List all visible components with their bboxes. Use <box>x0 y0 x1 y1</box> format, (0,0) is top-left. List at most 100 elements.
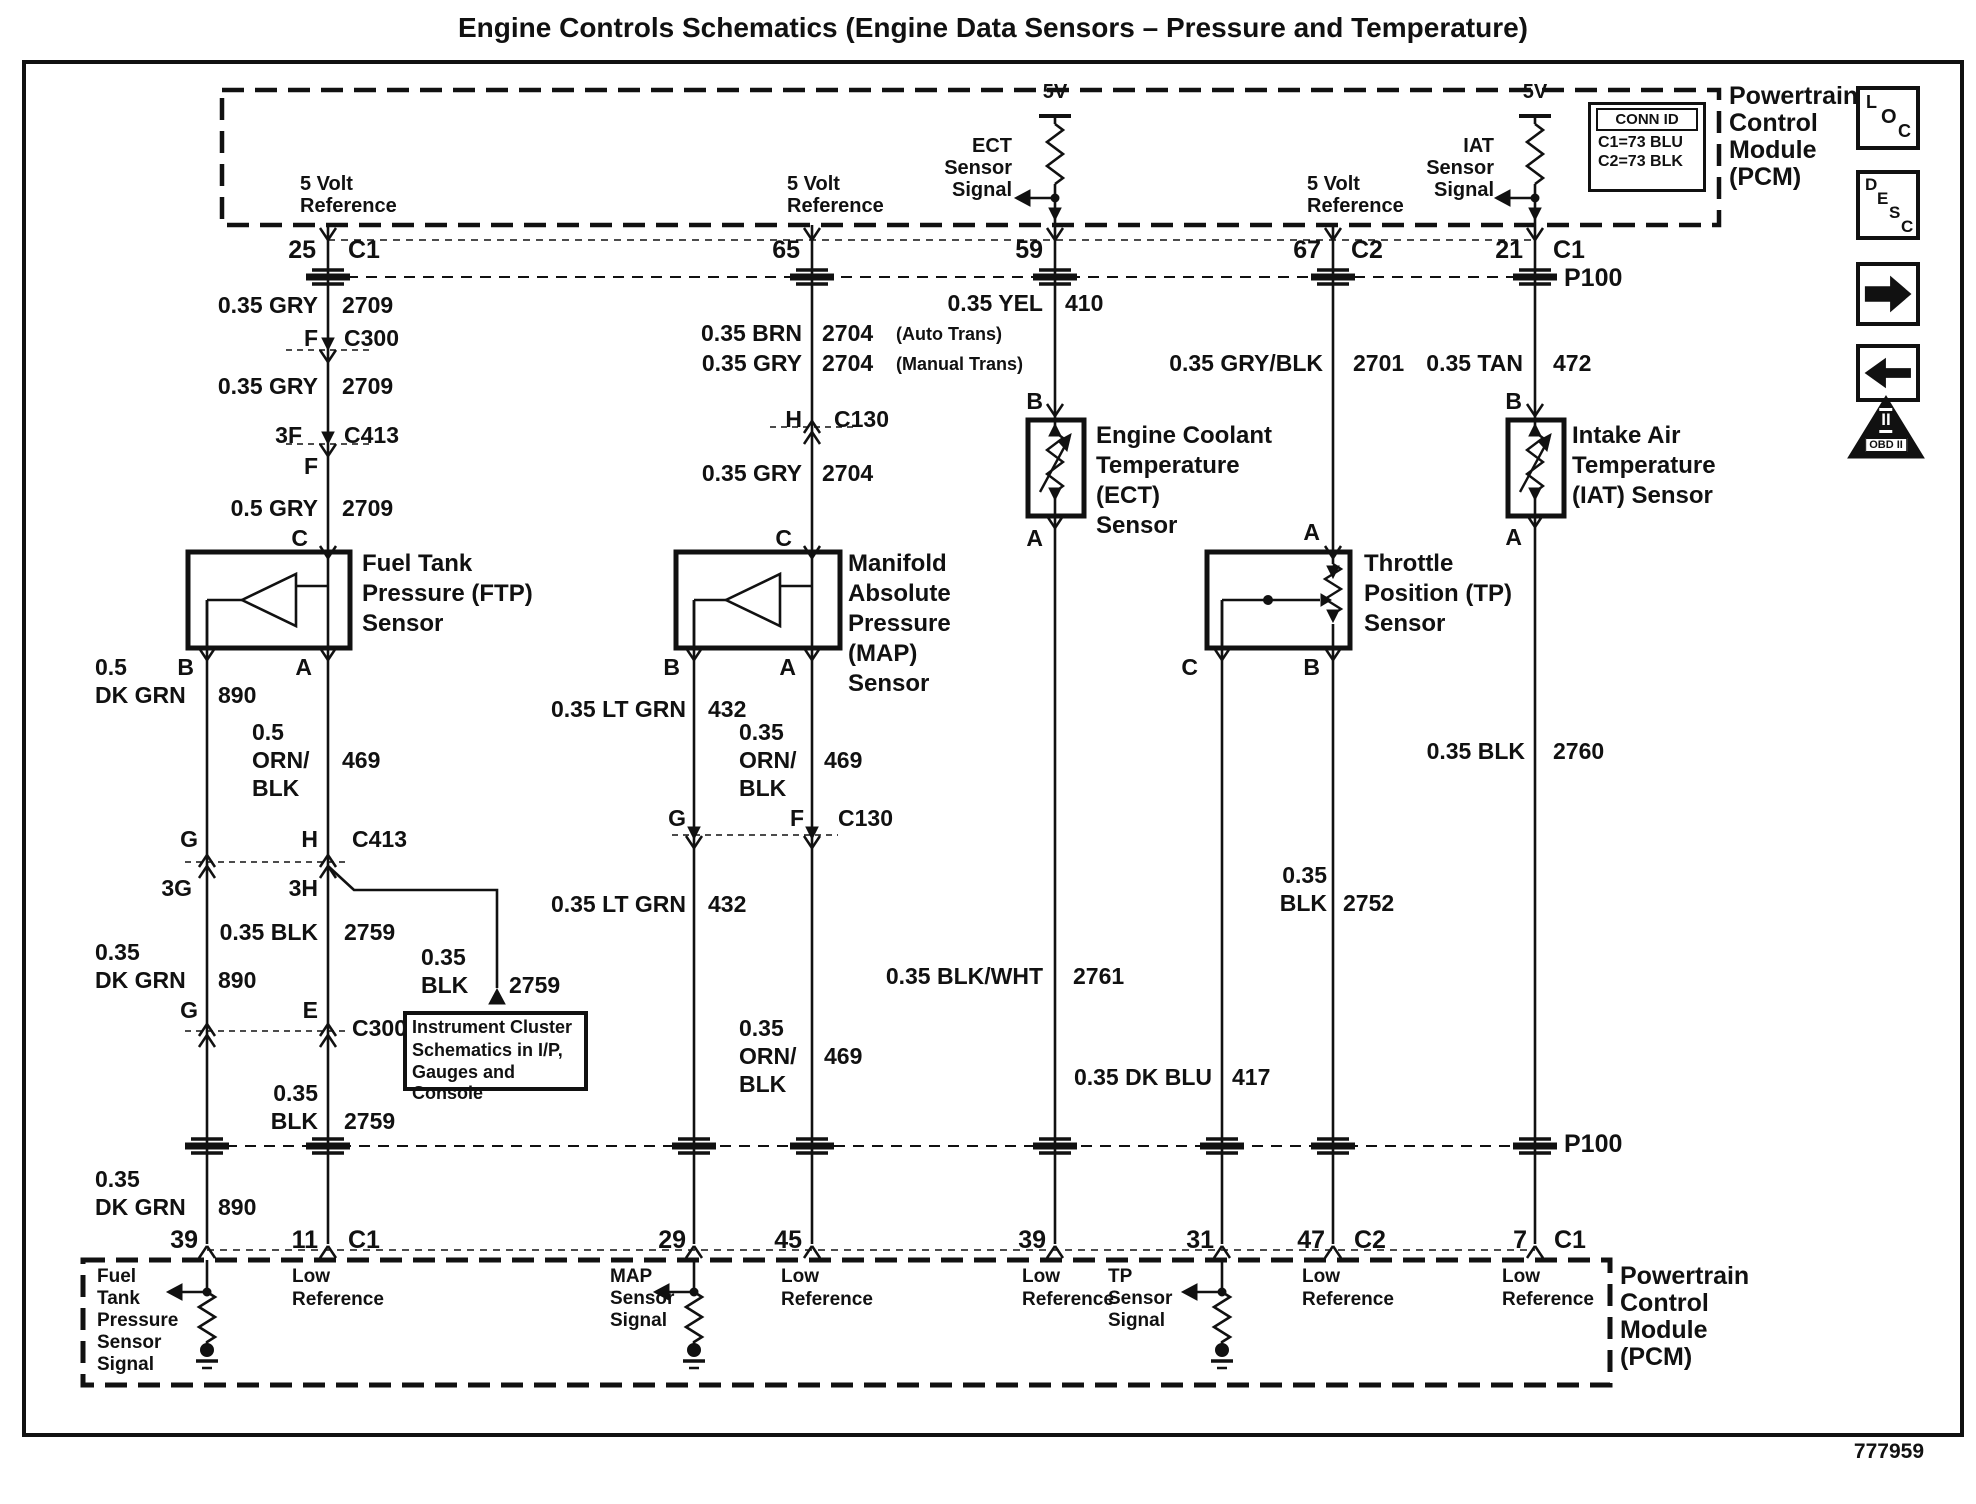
iat-pullup <box>1493 114 1551 222</box>
pin-7: 7 <box>1513 1226 1527 1254</box>
wire-map-2-color: 0.35 GRY <box>701 460 802 486</box>
wire-blkwht-color: 0.35 BLK/WHT <box>885 963 1043 989</box>
conn-c413-h: H <box>301 826 318 852</box>
loc-icon[interactable]: L O C <box>1856 86 1920 150</box>
map-name-line1: Manifold <box>848 550 947 577</box>
pcm-lowref-1-line2: Reference <box>292 1289 384 1310</box>
ftp-sensor-symbol <box>185 544 353 662</box>
tp-name-line3: Sensor <box>1364 610 1446 637</box>
instrument-cluster-note: Instrument Cluster Schematics in I/P, Ga… <box>403 1011 588 1103</box>
tp-name-line2: Position (TP) <box>1364 580 1512 607</box>
conn-id-row-c2: C2=73 BLK <box>1598 153 1683 170</box>
wire-map-orn-b-size: 0.35 <box>739 1015 784 1041</box>
map-name-line4: (MAP) <box>848 640 918 667</box>
pcm-ftp-signal-circuit <box>165 1260 220 1370</box>
forward-arrow-icon[interactable] <box>1856 262 1920 326</box>
ect-name-line1: Engine Coolant <box>1096 422 1272 449</box>
figure-number: 777959 <box>1853 1440 1924 1463</box>
tp-name-line1: Throttle <box>1364 550 1454 577</box>
map-name-line5: Sensor <box>848 670 930 697</box>
wire-map-manual-circuit: 2704 <box>822 350 874 376</box>
wire-ftp-a-color2: BLK <box>252 775 300 801</box>
conn-c300-g: G <box>180 997 198 1023</box>
wire-ftp-3-color: 0.5 GRY <box>230 495 318 521</box>
pin-21: 21 <box>1495 236 1523 264</box>
wire-branch-circuit: 2759 <box>509 972 561 998</box>
conn-c130-pin: H <box>785 406 802 432</box>
pcm-tp-signal-line3: Signal <box>1108 1310 1166 1331</box>
iat-name-line1: Intake Air <box>1572 422 1681 449</box>
ect-sensor-signal-line3: Signal <box>951 179 1012 201</box>
conn-c300-lower: C300 <box>352 1015 407 1041</box>
five-volt-ref-map-line1: 5 Volt <box>787 173 840 195</box>
conn-c413-lower: C413 <box>352 826 407 852</box>
pcm-map-signal-line2: Sensor <box>610 1288 675 1309</box>
pcm-top-name-line2: Control <box>1729 109 1818 137</box>
conn-c413-pin: 3F <box>275 422 302 448</box>
conn-c130-lower: C130 <box>838 805 893 831</box>
pcm-ftp-signal-line1: Fuel <box>97 1266 137 1287</box>
wire-dkgrn-890b-color: DK GRN <box>95 1194 186 1220</box>
wire-iat-blk-color: 0.35 BLK <box>1426 738 1525 764</box>
wire-ftp-3-circuit: 2709 <box>342 495 394 521</box>
loc-letter: O <box>1881 106 1897 128</box>
pcm-top-box <box>219 87 1722 228</box>
note-line: Instrument Cluster <box>412 1017 573 1037</box>
branch-to-instrument-cluster <box>327 865 506 1005</box>
wire-blk-2759b-color: BLK <box>270 1108 318 1134</box>
wire-map-orn-b-color1: ORN/ <box>739 1043 797 1069</box>
tp-sensor-symbol <box>1204 544 1353 662</box>
pin-67: 67 <box>1293 236 1321 264</box>
iat-name-line3: (IAT) Sensor <box>1572 482 1713 509</box>
pcm-ftp-signal-line5: Signal <box>97 1354 155 1375</box>
ect-pullup <box>1013 114 1071 222</box>
wire-map-2-circuit: 2704 <box>822 460 874 486</box>
wire-dkgrn-890-color: DK GRN <box>95 967 186 993</box>
p100-top: P100 <box>1564 264 1623 292</box>
pin-25: 25 <box>288 236 316 264</box>
conn-c300: C300 <box>344 325 399 351</box>
wire-tp-blk-size: 0.35 <box>1282 862 1327 888</box>
pin-21-conn: C1 <box>1553 236 1585 264</box>
desc-letter: E <box>1877 189 1889 208</box>
pcm-lowref-5-line2: Reference <box>1502 1289 1594 1310</box>
ftp-pin-b: B <box>177 654 194 680</box>
conn-id-header: CONN ID <box>1596 108 1698 131</box>
pcm-bottom-name-line4: (PCM) <box>1620 1343 1693 1371</box>
iat-sensor-signal-line3: Signal <box>1433 179 1494 201</box>
wire-ltgrn-432-color: 0.35 LT GRN <box>550 696 686 722</box>
iat-pin-b: B <box>1505 388 1522 414</box>
pcm-lowref-2-line2: Reference <box>781 1289 873 1310</box>
wire-iat-circuit: 472 <box>1553 350 1592 376</box>
pcm-map-signal-circuit <box>652 1260 707 1370</box>
ftp-name-line2: Pressure (FTP) <box>362 580 533 607</box>
obd2-label: OBD II <box>1865 438 1907 452</box>
wire-map-manual-color: 0.35 GRY <box>701 350 802 376</box>
pin-47: 47 <box>1297 1226 1325 1254</box>
pin-11-conn: C1 <box>348 1226 380 1254</box>
pcm-ftp-signal-line3: Pressure <box>97 1310 179 1331</box>
wire-dkblu-circuit: 417 <box>1232 1064 1271 1090</box>
loc-letter: C <box>1898 121 1911 141</box>
tp-pin-b: B <box>1303 654 1320 680</box>
ect-name-line3: (ECT) <box>1096 482 1160 509</box>
map-pin-b: B <box>663 654 680 680</box>
obd2-numeral: II <box>1879 408 1893 433</box>
conn-c300-pin: F <box>303 325 318 351</box>
conn-c130: C130 <box>834 406 889 432</box>
tp-pin-c: C <box>1181 654 1198 680</box>
wire-branch-color: BLK <box>421 972 469 998</box>
wire-ftp-1-circuit: 2709 <box>342 292 394 318</box>
conn-id-table: CONN ID C1=73 BLU C2=73 BLK <box>1588 102 1706 192</box>
ect-pin-a: A <box>1026 525 1043 551</box>
pcm-tp-signal-circuit <box>1180 1260 1235 1370</box>
p100-bottom: P100 <box>1564 1130 1623 1158</box>
pcm-bottom-box <box>80 1257 1613 1388</box>
ect-sensor-symbol <box>1025 402 1087 530</box>
five-v-ect: 5V <box>1042 81 1068 103</box>
desc-icon[interactable]: D E S C <box>1856 170 1920 240</box>
pcm-tp-signal-line1: TP <box>1108 1266 1133 1287</box>
ect-sensor-signal-line1: ECT <box>972 135 1012 157</box>
wire-ftp-2-color: 0.35 GRY <box>217 373 318 399</box>
pin-11: 11 <box>291 1226 318 1254</box>
